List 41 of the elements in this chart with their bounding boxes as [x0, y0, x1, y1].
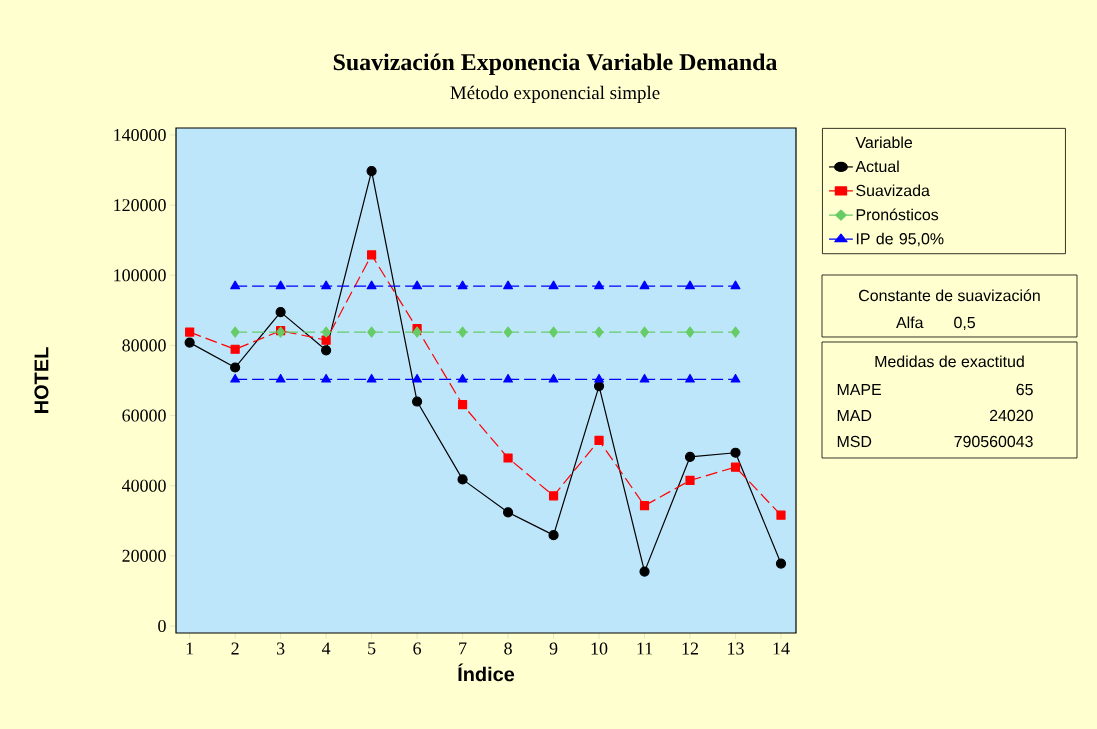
- text: Constante de suavización: [859, 289, 1040, 302]
- text: 0,5: [954, 316, 975, 331]
- text: 65: [1016, 383, 1033, 396]
- chart-title: Suavización Exponencia Variable Demanda: [333, 53, 778, 76]
- x-tick-label: 5: [368, 642, 376, 655]
- x-tick-label: 11: [637, 642, 653, 655]
- x-tick-label: 7: [459, 642, 467, 655]
- y-tick-label: 100000: [114, 269, 166, 282]
- legend-label: Pronósticos: [856, 208, 939, 221]
- y-tick-label: 0: [158, 619, 166, 633]
- text: 790560043: [954, 435, 1033, 448]
- legend-label: Actual: [855, 160, 899, 173]
- x-tick-label: 6: [413, 642, 422, 655]
- x-tick-label: 12: [682, 642, 698, 655]
- x-tick-label: 14: [773, 642, 790, 655]
- y-tick-label: 60000: [122, 409, 166, 422]
- x-tick-label: 9: [549, 642, 558, 655]
- x-tick-label: 13: [728, 642, 744, 655]
- x-axis-title: Índice: [458, 663, 515, 682]
- x-tick-label: 3: [277, 642, 285, 655]
- y-tick-label: 140000: [114, 128, 166, 142]
- chart-subtitle: Método exponencial simple: [450, 85, 660, 104]
- y-tick-label: 80000: [122, 339, 166, 352]
- y-tick-label: 20000: [122, 549, 166, 562]
- text: MSD: [837, 435, 872, 448]
- legend-label: IP de 95,0%: [856, 232, 944, 247]
- y-tick-label: 120000: [114, 199, 166, 212]
- legend-label: Suavizada: [856, 184, 930, 197]
- y-axis-title: HOTEL: [34, 347, 49, 413]
- text: MAD: [837, 410, 872, 421]
- text: MAPE: [837, 384, 882, 395]
- x-tick-label: 4: [321, 642, 331, 655]
- text: Medidas de exactitud: [875, 355, 1024, 368]
- x-tick-label: 10: [591, 642, 608, 655]
- text: 24020: [989, 409, 1033, 422]
- legend-title: Variable: [855, 136, 913, 149]
- x-tick-label: 1: [186, 642, 194, 655]
- text: Alfa: [896, 316, 924, 329]
- y-tick-label: 40000: [122, 479, 166, 492]
- x-tick-label: 8: [504, 642, 512, 655]
- x-tick-label: 2: [231, 642, 239, 655]
